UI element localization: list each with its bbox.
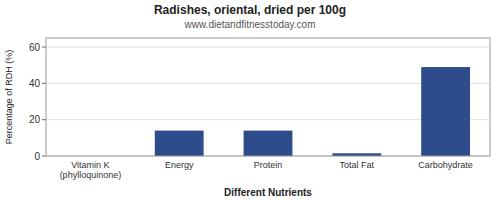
- plot-frame: [46, 38, 490, 156]
- grid: [46, 47, 490, 156]
- x-tick-label: Protein: [254, 160, 283, 170]
- y-axis-label: Percentage of RDH (%): [4, 50, 14, 145]
- background: [0, 0, 500, 200]
- x-tick-label: Total Fat: [340, 160, 375, 170]
- y-tick-label: 40: [29, 78, 41, 89]
- bar: [421, 67, 470, 156]
- bars: [155, 67, 470, 156]
- subtitle: www.dietandfitnesstoday.com: [184, 19, 316, 30]
- y-tick-label: 0: [34, 151, 40, 162]
- x-axis-label: Different Nutrients: [224, 187, 312, 198]
- y-tick: [42, 47, 46, 48]
- x-tick-label: Vitamin K(phylloquinone): [60, 160, 122, 180]
- title: Radishes, oriental, dried per 100g: [154, 3, 346, 17]
- x-tick-label: Carbohydrate: [418, 160, 473, 170]
- chart: Radishes, oriental, dried per 100g www.di…: [0, 0, 500, 200]
- grid-line: [46, 47, 490, 48]
- bar: [244, 131, 293, 156]
- y-tick: [42, 83, 46, 84]
- bar: [155, 131, 204, 156]
- y-tick: [42, 119, 46, 120]
- x-tick-label: Energy: [165, 160, 194, 170]
- y-tick-label: 60: [29, 42, 41, 53]
- y-tick: [42, 156, 46, 157]
- y-tick-label: 20: [29, 114, 41, 125]
